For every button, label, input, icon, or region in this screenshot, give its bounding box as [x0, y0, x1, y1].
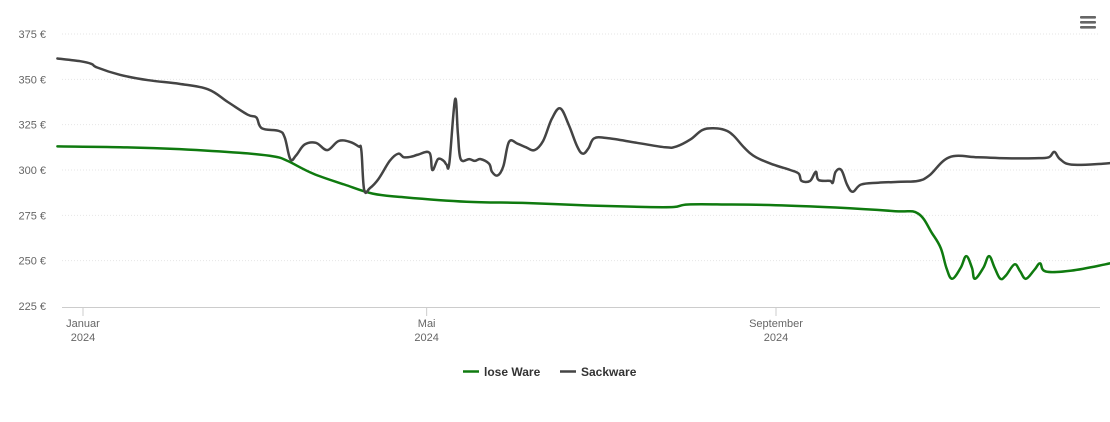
legend-label: Sackware: [581, 365, 637, 379]
y-tick-label: 275 €: [18, 210, 46, 222]
series-line-lose-ware: [56, 145, 1110, 281]
y-tick-label: 375 €: [18, 29, 46, 41]
chart-menu-button[interactable]: [1077, 13, 1099, 31]
hamburger-menu-icon-bar-1: [1080, 16, 1096, 19]
hamburger-menu-icon-bar-2: [1080, 21, 1096, 24]
x-tick-label: Januar: [66, 318, 100, 330]
y-axis: 225 € 250 € 275 € 300 € 325 € 350 € 375 €: [18, 29, 46, 313]
series-lines: [56, 57, 1110, 281]
legend-item-lose-ware[interactable]: lose Ware: [463, 365, 541, 379]
x-tick-year-label: 2024: [71, 332, 95, 344]
hamburger-menu-icon-bar-3: [1080, 26, 1096, 29]
x-axis: Januar 2024 Mai 2024 September 2024: [62, 307, 1100, 344]
series-line-sackware: [56, 57, 1110, 195]
x-tick-year-label: 2024: [764, 332, 788, 344]
legend[interactable]: lose Ware Sackware: [463, 365, 637, 379]
x-tick-year-label: 2024: [414, 332, 438, 344]
legend-label: lose Ware: [484, 365, 541, 379]
x-tick-label: Mai: [418, 318, 436, 330]
y-tick-label: 250 €: [18, 256, 46, 268]
x-tick-label: September: [749, 318, 803, 330]
y-tick-label: 325 €: [18, 120, 46, 132]
legend-item-sackware[interactable]: Sackware: [560, 365, 637, 379]
y-tick-label: 350 €: [18, 74, 46, 86]
y-tick-label: 225 €: [18, 301, 46, 313]
grid-lines: [62, 33, 1100, 262]
y-tick-label: 300 €: [18, 165, 46, 177]
